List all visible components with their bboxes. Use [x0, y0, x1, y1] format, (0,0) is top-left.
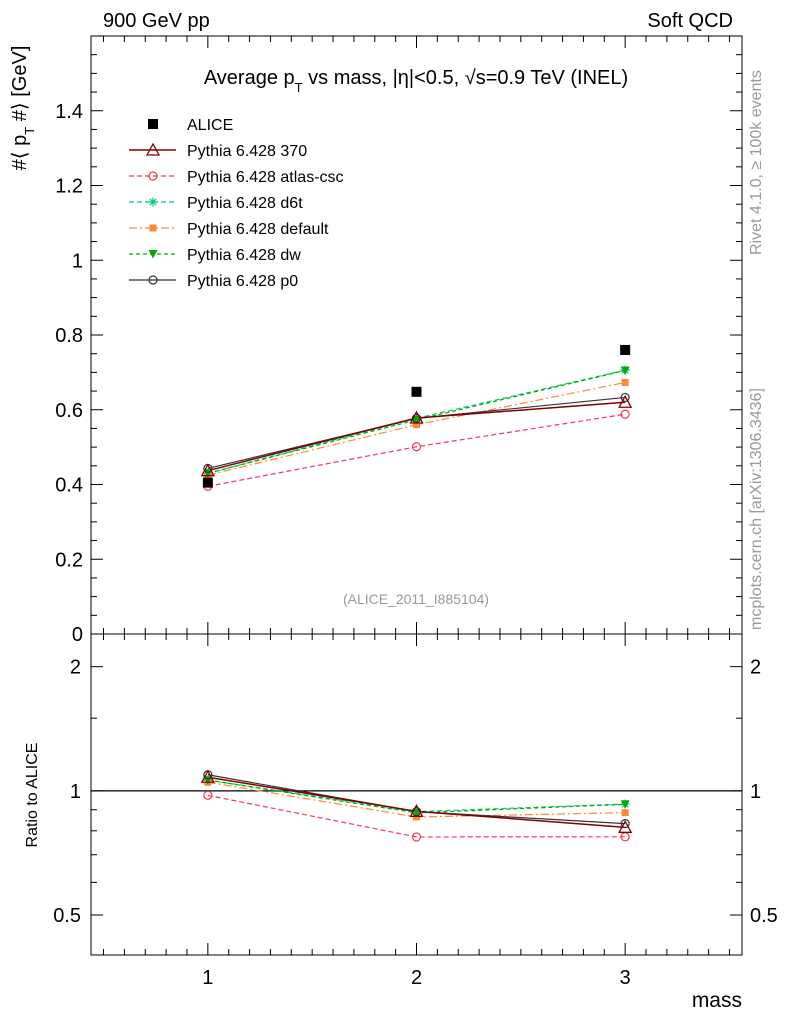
main-y-tick-label: 0.8	[55, 325, 83, 347]
legend-entry-pythia-6-428-370-marker	[145, 142, 161, 156]
legend-entry-alice-marker	[148, 119, 158, 129]
series-pythia-6-428-dw-line	[207, 369, 626, 474]
y-axis-label-pre: #⟨ p	[9, 135, 31, 171]
legend-entry-pythia-6-428-370-label: Pythia 6.428 370	[187, 143, 307, 160]
main-y-tick-label: 1	[72, 250, 83, 272]
main-axis-ticks: 0 0.2 0.4 0.6 0.8 1 1.2 1.4	[55, 36, 742, 646]
main-y-tick-label: 1.4	[55, 101, 83, 123]
legend-entry-pythia-6-428-atlas-csc-marker	[148, 171, 158, 181]
legend-entry-pythia-6-428-dw-label: Pythia 6.428 dw	[187, 247, 301, 264]
analysis-watermark: (ALICE_2011_I885104)	[343, 591, 489, 607]
series-pythia-6-428-370-ratio-point	[409, 803, 424, 817]
chart-title-post: vs mass, |η|<0.5, √s=0.9 TeV (INEL)	[303, 67, 629, 89]
y-axis-label-post: #⟩ [GeV]	[9, 46, 31, 127]
x-tick-label: 2	[411, 967, 422, 989]
ratio-y-tick-label-right: 2	[750, 657, 761, 679]
chart-title: Average pT vs mass, |η|<0.5, √s=0.9 TeV …	[204, 67, 628, 95]
series-pythia-6-428-dw-point	[412, 415, 421, 425]
y-axis-label-sub: T	[22, 127, 37, 135]
ratio-y-tick-label: 0.5	[53, 905, 81, 927]
alice-data-point	[620, 344, 631, 355]
chart-title-pre: Average p	[204, 67, 295, 89]
series-pythia-6-428-default-point	[413, 421, 420, 429]
legend-entry-pythia-6-428-atlas-csc-label: Pythia 6.428 atlas-csc	[187, 169, 344, 186]
series-pythia-6-428-370-point	[200, 463, 215, 477]
x-tick-label: 1	[202, 967, 213, 989]
series-pythia-6-428-370-ratio-point	[618, 819, 633, 833]
main-y-tick-label: 0.4	[55, 475, 83, 497]
series-pythia-6-428-p0-ratio-point	[620, 819, 630, 829]
series-pythia-6-428-atlas-csc-line	[207, 413, 626, 487]
series-pythia-6-428-dw-ratio-point	[620, 800, 630, 809]
legend-entry-pythia-6-428-p0-marker	[148, 275, 158, 285]
rivet-version-label: Rivet 4.1.0, ≥ 100k events	[748, 70, 765, 255]
ratio-axis-ticks: 1 2 3 0.5 0.5 1 1 2 2	[53, 634, 778, 989]
main-y-tick-label: 0.2	[55, 549, 83, 571]
series-pythia-6-428-atlas-csc-ratio-line	[207, 794, 626, 838]
ratio-y-axis-label: Ratio to ALICE	[24, 743, 41, 848]
legend-entry-pythia-6-428-dw-marker	[148, 250, 158, 259]
legend-entry-pythia-6-428-p0-label: Pythia 6.428 p0	[187, 273, 298, 290]
series-pythia-6-428-atlas-csc-point	[620, 409, 630, 419]
chart-title-sub: T	[295, 80, 303, 95]
ratio-y-tick-label: 1	[70, 781, 81, 803]
series-pythia-6-428-370-ratio-point	[200, 769, 215, 783]
ratio-y-tick-label: 2	[70, 657, 81, 679]
main-y-tick-label: 0	[72, 624, 83, 646]
ratio-series-markers	[200, 769, 633, 842]
y-axis-label: #⟨ pT #⟩ [GeV]	[9, 46, 37, 171]
series-pythia-6-428-370-point	[618, 394, 633, 408]
x-tick-label: 3	[620, 967, 631, 989]
series-pythia-6-428-atlas-csc-ratio-point	[203, 790, 213, 800]
main-series-markers	[200, 344, 633, 491]
alice-data-point	[411, 386, 422, 397]
series-pythia-6-428-p0-point	[620, 392, 630, 403]
legend: ALICE Pythia 6.428 370 Pythia 6.428 atlas-…	[129, 117, 344, 290]
legend-entry-pythia-6-428-default-marker	[149, 224, 157, 232]
series-pythia-6-428-atlas-csc-point	[411, 442, 422, 452]
header-right: Soft QCD	[647, 10, 733, 32]
series-pythia-6-428-default-ratio-point	[621, 809, 629, 817]
series-pythia-6-428-dw-ratio-point	[412, 808, 421, 818]
x-axis-label: mass	[692, 989, 742, 1012]
alice-data-point	[202, 477, 213, 488]
series-pythia-6-428-atlas-csc-ratio-point	[411, 832, 422, 842]
series-pythia-6-428-dw-point	[620, 366, 630, 376]
ratio-y-tick-label-right: 0.5	[750, 905, 778, 927]
ratio-y-tick-label-right: 1	[750, 781, 761, 803]
series-pythia-6-428-370-point	[409, 410, 424, 424]
legend-entry-pythia-6-428-d6t-label: Pythia 6.428 d6t	[187, 195, 303, 212]
legend-entry-alice-label: ALICE	[187, 117, 233, 134]
header-left: 900 GeV pp	[103, 10, 210, 32]
legend-entry-pythia-6-428-d6t-marker	[148, 197, 158, 207]
mcplots-source-label: mcplots.cern.ch [arXiv:1306.3436]	[748, 388, 765, 630]
main-y-tick-label: 1.2	[55, 176, 83, 198]
ratio-plot-frame	[90, 633, 743, 956]
main-y-tick-label: 0.6	[55, 400, 83, 422]
legend-entry-pythia-6-428-default-label: Pythia 6.428 default	[187, 221, 329, 238]
series-pythia-6-428-default-point	[621, 378, 629, 386]
